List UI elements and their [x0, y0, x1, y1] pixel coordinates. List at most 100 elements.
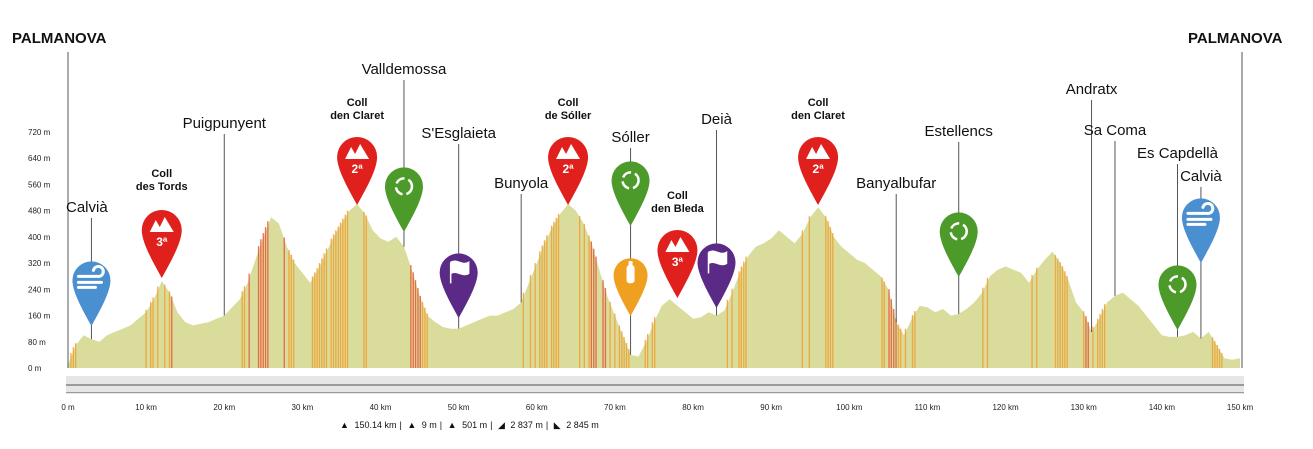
flag-icon	[707, 250, 728, 274]
distance-icon: ▲	[340, 420, 349, 430]
elevation-fill	[68, 204, 1240, 368]
gradient-stripe	[412, 272, 414, 368]
gradient-stripe	[316, 268, 318, 368]
gradient-stripe	[150, 301, 152, 368]
stat-4: 2 845 m	[566, 420, 599, 430]
gradient-stripe	[651, 322, 653, 368]
x-tick-label: 0 m	[61, 403, 75, 412]
gradient-stripe	[621, 331, 623, 368]
start-label: PALMANOVA	[12, 30, 107, 47]
climb-pin	[141, 210, 182, 278]
x-tick-label: 140 km	[1149, 403, 1176, 412]
recycle-icon	[621, 171, 640, 190]
gradient-stripe	[1066, 276, 1068, 368]
gradient-stripe	[1101, 309, 1103, 368]
gradient-stripe	[1085, 316, 1087, 368]
gradient-stripe	[262, 233, 264, 368]
gradient-stripe	[323, 253, 325, 368]
x-tick-label: 100 km	[836, 403, 863, 412]
gradient-stripe	[339, 222, 342, 368]
x-tick-label: 40 km	[370, 403, 392, 412]
place-label: Estellencs	[925, 123, 993, 140]
place-label: S'Esglaieta	[421, 125, 496, 142]
gradient-stripe	[1061, 266, 1064, 368]
x-tick-label: 80 km	[682, 403, 704, 412]
gradient-stripe	[363, 212, 365, 368]
flag-icon	[449, 260, 470, 284]
climb-label-line1: Coll	[808, 97, 829, 109]
climb-label-line2: den Claret	[791, 110, 845, 122]
finish-label: PALMANOVA	[1188, 30, 1283, 47]
gradient-stripe	[534, 263, 536, 368]
gradient-stripe	[893, 309, 895, 368]
gradient-stripe	[900, 328, 902, 368]
gradient-stripe	[557, 213, 560, 368]
gradient-stripe	[417, 288, 419, 368]
gradient-stripe	[745, 256, 747, 368]
y-tick-label: 0 m	[28, 364, 42, 373]
gradient-stripe	[595, 256, 597, 368]
recycle-icon	[1168, 275, 1187, 294]
mountain-icon	[345, 144, 370, 159]
gradient-stripe	[644, 339, 646, 368]
gradient-stripe	[808, 216, 810, 368]
climb-label-line1: Coll	[347, 97, 368, 109]
place-label: Puigpunyent	[183, 115, 267, 132]
gradient-stripe	[883, 281, 885, 368]
climb-category: 3ª	[156, 235, 168, 249]
gradient-stripe	[288, 250, 290, 368]
gradient-stripe	[541, 245, 543, 368]
climb-category: 2ª	[813, 162, 825, 176]
place-labels: Calvià Puigpunyent Valldemossa S'Esglaieta B…	[66, 61, 1222, 216]
gradient-stripe	[555, 217, 557, 368]
gradient-stripe	[593, 248, 595, 368]
gradient-stripe	[897, 324, 900, 368]
axis-line	[66, 384, 1244, 386]
gradient-stripe	[654, 317, 656, 368]
climb-label-line1: Coll	[667, 190, 688, 202]
gradient-stripe	[522, 292, 524, 368]
stat-3: 2 837 m	[510, 420, 543, 430]
gradient-stripe	[543, 240, 546, 368]
gradient-stripe	[243, 286, 246, 368]
gradient-stripe	[1097, 318, 1099, 368]
gradient-stripe	[421, 301, 424, 368]
gradient-stripe	[157, 286, 159, 368]
place-label: Bunyola	[494, 175, 549, 192]
recycle-icon	[394, 177, 414, 196]
gradient-stripe	[257, 246, 260, 368]
gradient-stripe	[1104, 304, 1106, 368]
gradient-stripe	[625, 343, 628, 368]
x-axis-ticks: 0 m 10 km 20 km 30 km 40 km 50 km 60 km 70 km 80…	[61, 403, 1253, 412]
gradient-stripe	[1211, 337, 1214, 368]
mountain-icon	[149, 217, 174, 232]
gradient-stripe	[335, 230, 337, 368]
place-label: Andratx	[1066, 81, 1118, 98]
x-tick-label: 110 km	[915, 403, 941, 412]
gradient-stripes	[70, 210, 1223, 368]
gradient-stripe	[738, 271, 740, 368]
gradient-stripe	[740, 266, 742, 368]
gradient-stripe	[75, 343, 77, 368]
max-altitude-icon: ▲	[447, 420, 457, 430]
gradient-stripe	[618, 325, 621, 368]
gradient-stripe	[365, 215, 367, 368]
x-tick-label: 120 km	[992, 403, 1019, 412]
place-label: Sa Coma	[1084, 122, 1147, 139]
gradient-stripe	[1064, 271, 1066, 368]
gradient-stripe	[290, 254, 292, 368]
gradient-stripe	[342, 218, 344, 368]
climb-pin	[548, 137, 589, 205]
recycle-icon	[949, 222, 968, 241]
place-label: Banyalbufar	[856, 175, 936, 192]
gradient-stripe	[314, 272, 316, 368]
y-tick-label: 560 m	[28, 180, 51, 189]
gradient-stripe	[604, 288, 607, 368]
gradient-stripe	[1054, 255, 1057, 368]
ascent-icon: ◢	[497, 420, 505, 430]
mountain-icon	[665, 237, 690, 252]
gradient-stripe	[825, 216, 827, 368]
gradient-stripe	[588, 235, 590, 368]
gradient-stripe	[248, 273, 250, 368]
